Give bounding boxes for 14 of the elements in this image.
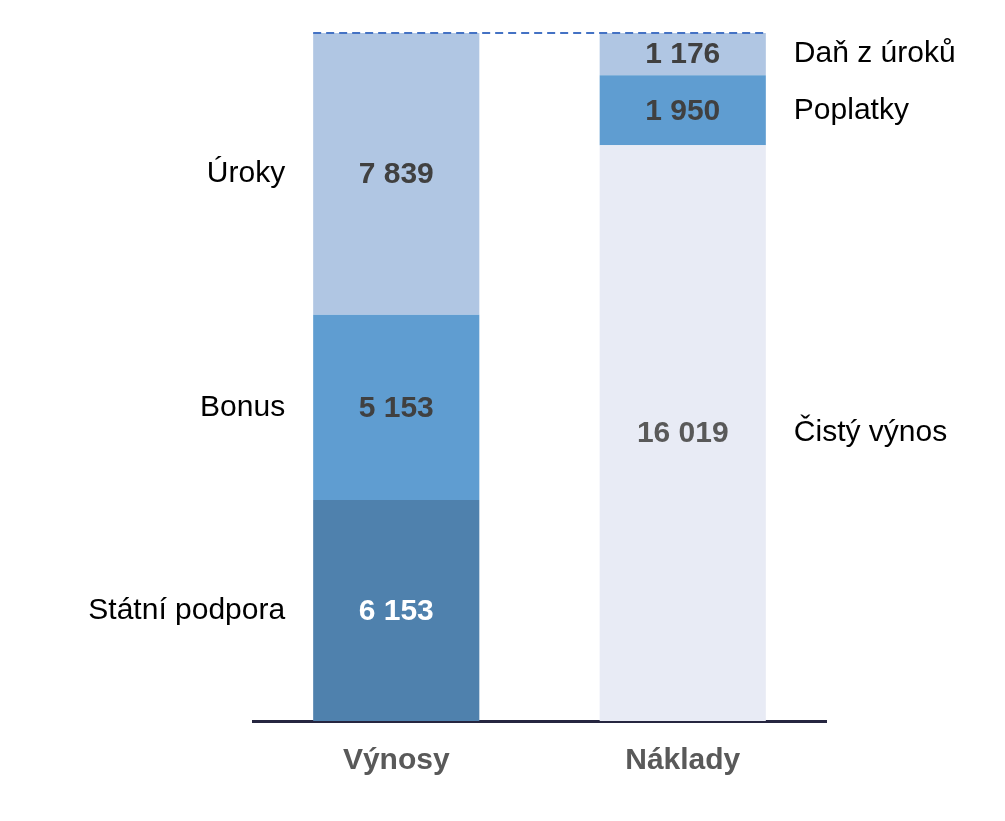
series-label: Poplatky: [793, 91, 909, 125]
x-tick-label: Výnosy: [342, 742, 450, 776]
series-label: Úroky: [206, 155, 286, 189]
series-label: Čistý výnos: [793, 414, 948, 448]
series-label: Státní podpora: [88, 591, 286, 625]
data-label: 5 153: [358, 389, 434, 423]
series-label: Daň z úroků: [793, 35, 956, 69]
data-label: 16 019: [636, 415, 729, 449]
x-tick-label: Náklady: [625, 742, 741, 776]
data-label: 1 950: [645, 92, 721, 126]
data-label: 7 839: [358, 156, 434, 190]
data-label: 1 176: [645, 36, 721, 70]
series-label: Bonus: [200, 388, 286, 422]
data-label: 6 153: [358, 592, 434, 626]
